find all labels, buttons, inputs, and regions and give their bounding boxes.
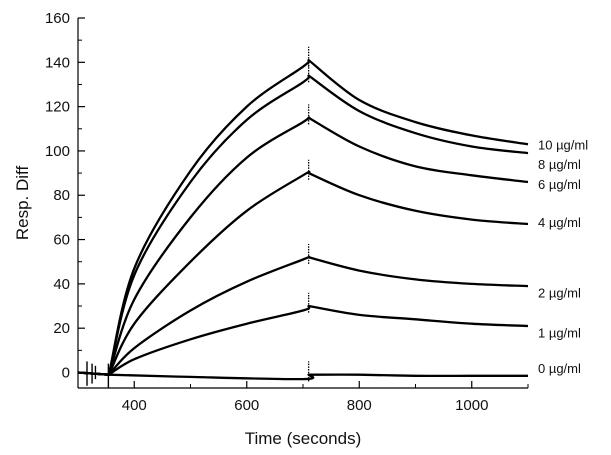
series-label: 0 µg/ml bbox=[538, 361, 581, 376]
series-line-1 bbox=[77, 304, 529, 376]
y-tick-label: 40 bbox=[53, 276, 70, 293]
series-layer bbox=[77, 46, 529, 388]
y-tick-label: 60 bbox=[53, 232, 70, 249]
y-tick-label: 160 bbox=[45, 10, 70, 27]
series-label: 2 µg/ml bbox=[538, 286, 581, 301]
y-tick-label: 20 bbox=[53, 320, 70, 337]
x-tick-label: 1000 bbox=[455, 397, 488, 414]
series-label: 10 µg/ml bbox=[538, 137, 588, 152]
y-tick-label: 100 bbox=[45, 143, 70, 160]
series-label: 6 µg/ml bbox=[538, 177, 581, 192]
y-axis-title: Resp. Diff bbox=[13, 166, 32, 241]
y-tick-label: 140 bbox=[45, 54, 70, 71]
series-line-3 bbox=[77, 170, 529, 376]
axes bbox=[77, 18, 528, 389]
series-labels: 10 µg/ml 8 µg/ml 6 µg/ml 4 µg/ml 2 µg/ml 1 µg… bbox=[538, 137, 588, 376]
ticks: 400 600 800 1000 0 20 40 60 80 100 120 140 160 bbox=[45, 10, 529, 414]
x-tick-label: 600 bbox=[234, 397, 259, 414]
series-label: 8 µg/ml bbox=[538, 157, 581, 172]
series-line-2 bbox=[77, 255, 529, 376]
series-line-6 bbox=[77, 58, 529, 376]
x-tick-label: 400 bbox=[122, 397, 147, 414]
y-tick-label: 80 bbox=[53, 187, 70, 204]
series-line-0 bbox=[77, 371, 528, 381]
x-tick-label: 800 bbox=[347, 397, 372, 414]
y-tick-label: 0 bbox=[62, 364, 70, 381]
series-line-4 bbox=[77, 116, 529, 376]
series-label: 1 µg/ml bbox=[538, 326, 581, 341]
y-tick-label: 120 bbox=[45, 99, 70, 116]
x-axis-title: Time (seconds) bbox=[245, 429, 362, 448]
series-line-5 bbox=[77, 74, 529, 376]
series-label: 4 µg/ml bbox=[538, 215, 581, 230]
